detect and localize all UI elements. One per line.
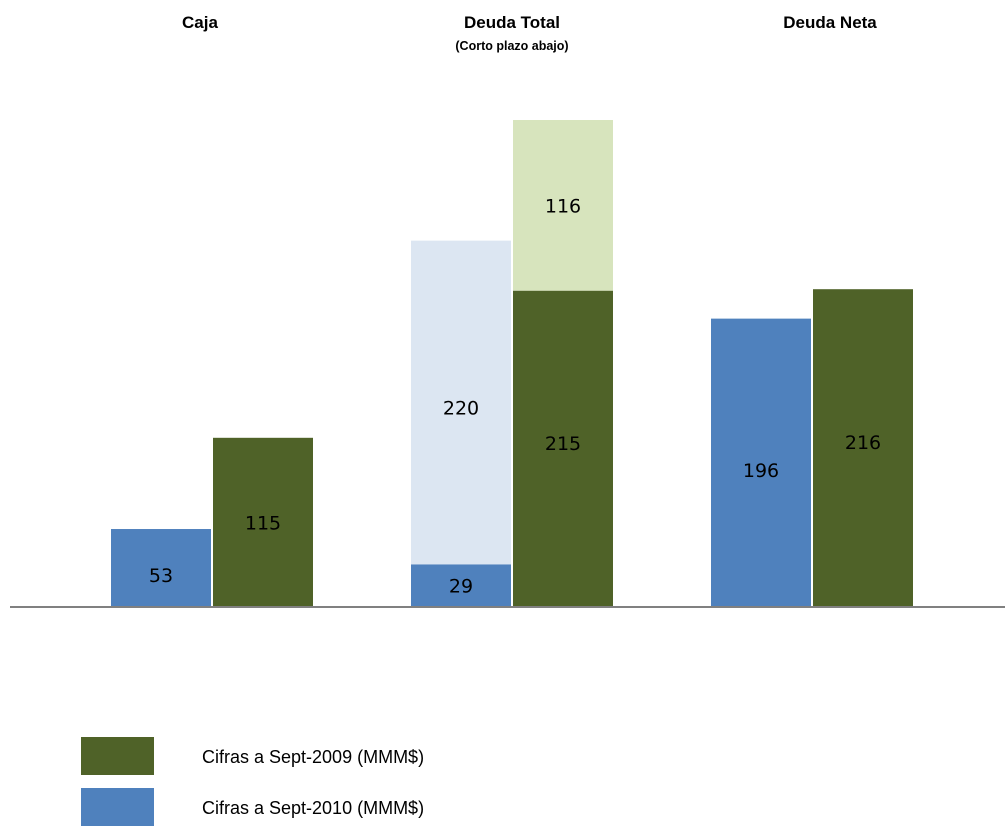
data-label: 115 [245, 512, 281, 534]
bar-segment [711, 318, 811, 607]
data-label: 53 [149, 565, 173, 587]
data-label: 215 [545, 433, 581, 455]
data-label: 216 [845, 432, 881, 454]
data-label: 220 [443, 397, 479, 419]
bar-segment [813, 289, 913, 607]
data-label: 116 [545, 195, 581, 217]
bar-segment [411, 564, 511, 607]
category-subtitle: (Corto plazo abajo) [455, 39, 568, 53]
data-label: 29 [449, 576, 473, 598]
bar-segment [513, 120, 613, 291]
legend-label: Cifras a Sept-2010 (MMM$) [202, 798, 424, 818]
category-title: Deuda Neta [783, 13, 877, 32]
bar-segment [111, 529, 211, 607]
legend-label: Cifras a Sept-2009 (MMM$) [202, 747, 424, 767]
bar-segment [513, 290, 613, 607]
legend-swatch [81, 788, 154, 826]
bar-segment [213, 437, 313, 607]
data-label: 196 [743, 460, 779, 482]
category-title: Caja [182, 13, 218, 32]
category-title: Deuda Total [464, 13, 560, 32]
bar-segment [411, 240, 511, 565]
legend-swatch [81, 737, 154, 775]
